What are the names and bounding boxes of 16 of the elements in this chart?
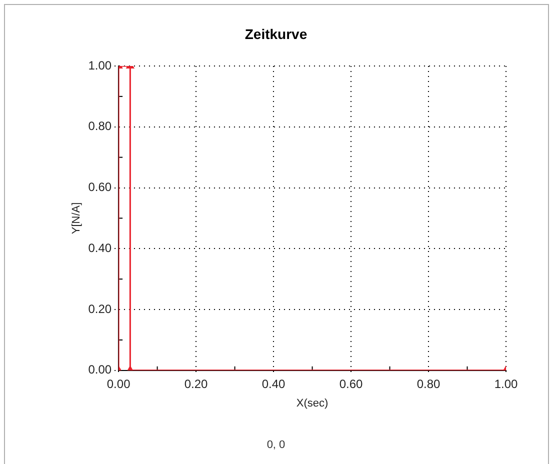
y-tick-label: 0.00 [88, 362, 112, 377]
y-tick-label: 0.80 [88, 119, 112, 134]
x-tick-label: 0.60 [339, 376, 364, 391]
x-axis-title: X(sec) [296, 397, 328, 410]
x-tick-label: 0.00 [106, 376, 131, 391]
y-tick-label: 0.60 [88, 180, 112, 194]
chart-title: Zeitkurve [244, 26, 308, 42]
y-tick-label: 1.00 [88, 58, 112, 72]
text: 0, 0 [266, 439, 286, 451]
x-tick-label: 0.40 [262, 376, 286, 391]
y-axis-title: Y[N/A] [70, 202, 83, 234]
y-tick-label: 0.40 [88, 240, 112, 255]
x-tick-label: 0.20 [184, 376, 208, 391]
x-tick-label: 0.80 [416, 376, 441, 391]
y-tick-label: 0.20 [88, 302, 112, 316]
x-tick-label: 1.00 [494, 376, 518, 391]
